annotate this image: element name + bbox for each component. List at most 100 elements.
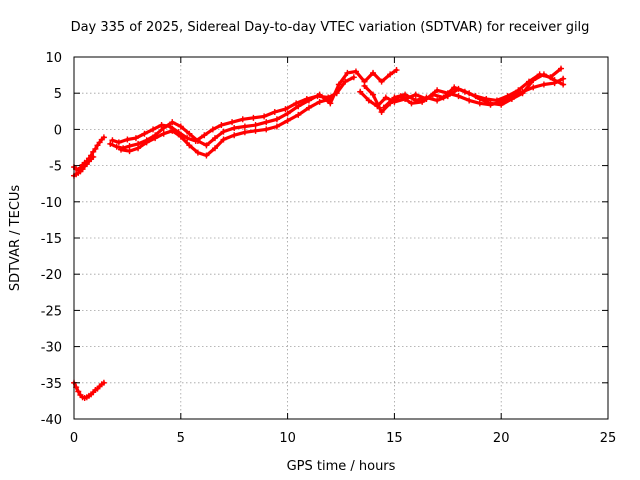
y-tick-label: 0 bbox=[54, 123, 62, 138]
data-point bbox=[382, 94, 389, 101]
data-point bbox=[113, 143, 120, 150]
data-point bbox=[455, 85, 462, 92]
data-point bbox=[220, 128, 227, 135]
y-axis-label: SDTVAR / TECUs bbox=[8, 185, 23, 292]
data-point bbox=[203, 142, 210, 149]
data-point bbox=[184, 135, 191, 142]
data-point bbox=[158, 122, 165, 129]
data-point bbox=[423, 94, 430, 101]
data-point bbox=[132, 135, 139, 142]
data-point bbox=[314, 93, 321, 100]
data-point bbox=[370, 69, 377, 76]
data-point bbox=[402, 91, 409, 98]
data-point bbox=[263, 119, 270, 126]
data-point bbox=[250, 114, 257, 121]
data-point bbox=[126, 143, 133, 150]
y-tick-label: -35 bbox=[41, 377, 62, 392]
x-tick-label: 15 bbox=[386, 431, 403, 446]
data-point bbox=[252, 122, 259, 129]
data-point bbox=[451, 84, 458, 91]
data-point bbox=[252, 127, 259, 134]
data-point bbox=[335, 81, 342, 88]
data-point bbox=[75, 388, 82, 395]
data-point bbox=[476, 95, 483, 102]
y-tick-label: -40 bbox=[41, 413, 62, 428]
series-early-arc-lower bbox=[71, 153, 97, 179]
data-point bbox=[530, 84, 537, 91]
data-point bbox=[305, 104, 312, 111]
data-point bbox=[273, 116, 280, 123]
data-point bbox=[117, 146, 124, 153]
data-point bbox=[361, 82, 368, 89]
axis-ticks: 0 5 10 15 20 25 -40 -35 -30 -25 -20 -15 -10 -5 0 5 10 bbox=[41, 51, 617, 446]
data-point bbox=[357, 88, 364, 95]
data-point bbox=[241, 129, 248, 136]
data-point bbox=[344, 69, 351, 76]
series-main-track-c bbox=[117, 95, 334, 159]
data-point bbox=[186, 130, 193, 137]
data-point bbox=[493, 97, 500, 104]
data-point bbox=[508, 95, 515, 102]
y-tick-label: -5 bbox=[49, 160, 62, 175]
data-point bbox=[466, 97, 473, 104]
x-tick-label: 5 bbox=[177, 431, 185, 446]
data-point bbox=[186, 142, 193, 149]
series-late-track-c bbox=[380, 71, 567, 111]
data-point bbox=[92, 145, 99, 152]
y-tick-label: -25 bbox=[41, 304, 62, 319]
series-early-arc-upper bbox=[71, 134, 107, 173]
data-point bbox=[211, 145, 218, 152]
data-point bbox=[231, 124, 238, 131]
data-point bbox=[239, 116, 246, 123]
data-point bbox=[124, 136, 131, 143]
y-tick-label: -30 bbox=[41, 341, 62, 356]
series-trace bbox=[72, 155, 95, 178]
data-point bbox=[370, 91, 377, 98]
data-point bbox=[455, 93, 462, 100]
data-point bbox=[229, 119, 236, 126]
data-point bbox=[115, 139, 122, 146]
data-point bbox=[107, 140, 114, 147]
y-tick-label: 10 bbox=[45, 51, 62, 66]
data-point bbox=[218, 122, 225, 129]
data-point bbox=[540, 71, 547, 78]
data-point bbox=[408, 100, 415, 107]
data-point bbox=[135, 145, 142, 152]
data-point bbox=[504, 93, 511, 100]
data-point bbox=[393, 67, 400, 74]
data-point bbox=[209, 126, 216, 133]
data-point bbox=[263, 126, 270, 133]
series-trace bbox=[382, 72, 565, 110]
data-point bbox=[295, 111, 302, 118]
data-point bbox=[126, 148, 133, 155]
data-point bbox=[284, 110, 291, 117]
data-point bbox=[211, 135, 218, 142]
x-axis-label: GPS time / hours bbox=[287, 459, 396, 474]
data-point bbox=[150, 126, 157, 133]
data-point bbox=[560, 81, 567, 88]
y-tick-label: -20 bbox=[41, 268, 62, 283]
data-point bbox=[201, 132, 208, 139]
data-point bbox=[380, 104, 387, 111]
data-point bbox=[551, 77, 558, 84]
data-point bbox=[519, 90, 526, 97]
data-point bbox=[316, 98, 323, 105]
data-point bbox=[333, 90, 340, 97]
data-point bbox=[540, 81, 547, 88]
data-point bbox=[378, 78, 385, 85]
data-point bbox=[100, 134, 107, 141]
data-point bbox=[220, 136, 227, 143]
data-point bbox=[177, 123, 184, 130]
data-point bbox=[177, 133, 184, 140]
data-point bbox=[169, 127, 176, 134]
data-point bbox=[90, 153, 97, 160]
data-point bbox=[241, 123, 248, 130]
x-tick-label: 10 bbox=[279, 431, 296, 446]
data-point bbox=[429, 91, 436, 98]
data-point bbox=[273, 123, 280, 130]
data-point bbox=[169, 119, 176, 126]
data-point bbox=[558, 65, 565, 72]
series-early-arc-offset bbox=[71, 379, 107, 402]
data-point bbox=[109, 137, 116, 144]
